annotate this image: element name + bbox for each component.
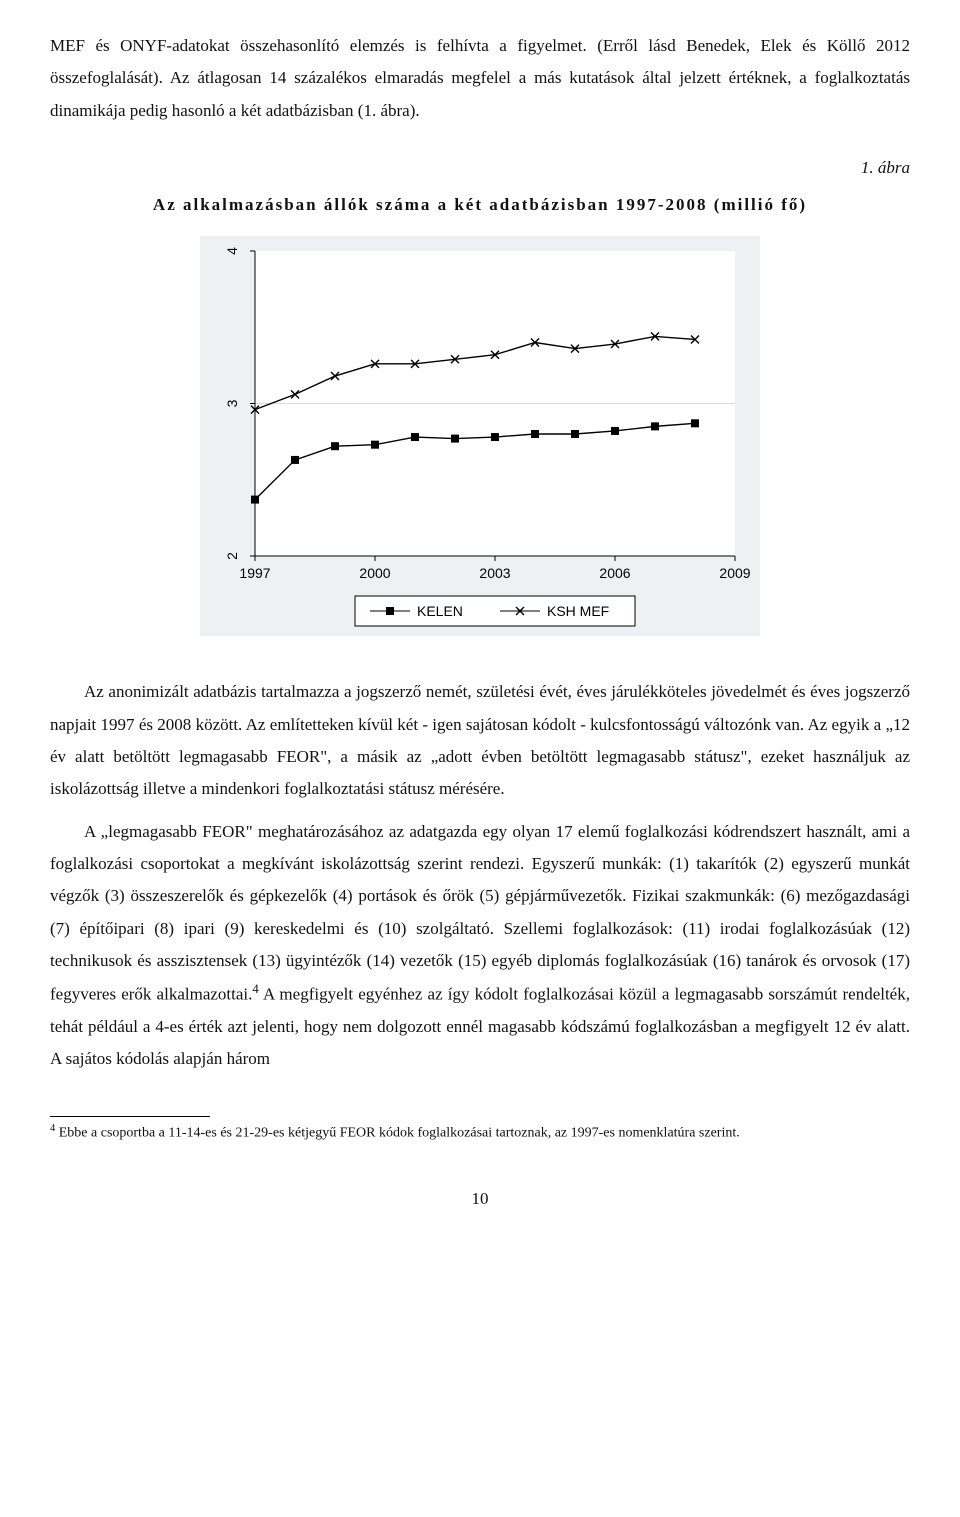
svg-text:2000: 2000	[359, 565, 390, 581]
footnote-separator	[50, 1116, 210, 1117]
figure-label: 1. ábra	[50, 152, 910, 184]
svg-text:3: 3	[224, 400, 240, 408]
svg-text:1997: 1997	[239, 565, 270, 581]
page-number: 10	[50, 1183, 910, 1215]
footnote-text: Ebbe a csoportba a 11-14-es és 21-29-es …	[55, 1125, 740, 1140]
footnote: 4 Ebbe a csoportba a 11-14-es és 21-29-e…	[50, 1121, 910, 1144]
paragraph-2: Az anonimizált adatbázis tartalmazza a j…	[50, 676, 910, 805]
svg-text:2: 2	[224, 552, 240, 560]
paragraph-1: MEF és ONYF-adatokat összehasonlító elem…	[50, 30, 910, 127]
svg-text:2003: 2003	[479, 565, 510, 581]
svg-text:KSH MEF: KSH MEF	[547, 603, 609, 619]
employment-chart: 2 3 4 1997 2000 2003 2006 2009 KELEN KSH MEF	[200, 236, 760, 636]
svg-text:KELEN: KELEN	[417, 603, 463, 619]
figure-title: Az alkalmazásban állók száma a két adatb…	[50, 189, 910, 221]
svg-text:2006: 2006	[599, 565, 630, 581]
paragraph-3-part-a: A „legmagasabb FEOR" meghatározásához az…	[50, 822, 910, 1004]
chart-container: 2 3 4 1997 2000 2003 2006 2009 KELEN KSH MEF	[200, 236, 760, 636]
svg-text:4: 4	[224, 247, 240, 255]
paragraph-3: A „legmagasabb FEOR" meghatározásához az…	[50, 816, 910, 1076]
svg-text:2009: 2009	[719, 565, 750, 581]
